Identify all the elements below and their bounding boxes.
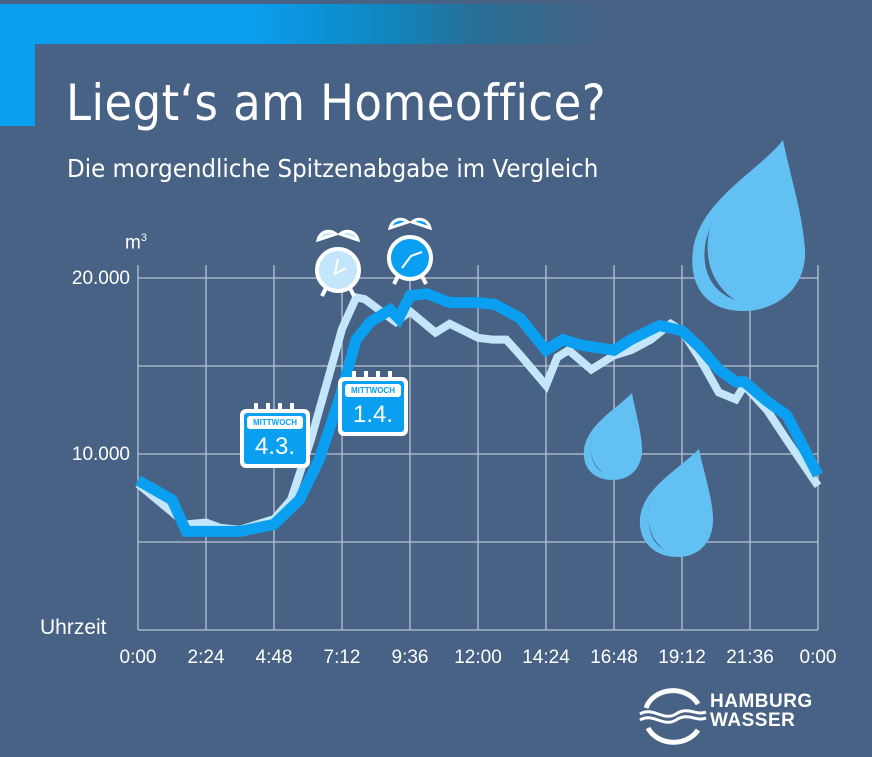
page-subtitle: Die morgendliche Spitzenabgabe im Vergle… — [67, 154, 599, 183]
y-axis-unit: m3 — [125, 232, 147, 254]
hamburg-wasser-logo: HAMBURG WASSER — [638, 686, 838, 746]
water-drop-icon-small — [583, 393, 643, 480]
y-tick-20000: 20.000 — [71, 268, 130, 289]
series-line-april — [135, 288, 823, 537]
logo-line-1: HAMBURG — [710, 691, 813, 712]
header-accent-mask — [35, 44, 872, 134]
x-tick-label: 21:36 — [726, 647, 774, 668]
x-tick-label: 12:00 — [454, 647, 502, 668]
calendar-badge-april: MITTWOCH 1.4. — [338, 371, 408, 436]
alarm-clock-icon-dark — [387, 217, 433, 285]
x-tick-label: 0:00 — [799, 647, 837, 668]
y-tick-10000: 10.000 — [71, 444, 130, 465]
x-tick-label: 4:48 — [255, 647, 293, 668]
logo-line-2: WASSER — [710, 710, 796, 731]
alarm-clock-icon-light — [315, 229, 361, 297]
unit-exponent: 3 — [140, 232, 147, 244]
x-tick-label: 9:36 — [391, 647, 429, 668]
calendar-badge-march: MITTWOCH 4.3. — [240, 403, 310, 468]
water-drop-icon-large — [692, 140, 806, 312]
calendar-weekday: MITTWOCH — [345, 384, 401, 397]
header-accent-corner — [0, 4, 35, 126]
page-title: Liegt‘s am Homeoffice? — [66, 74, 607, 132]
calendar-date: 4.3. — [254, 433, 296, 460]
water-drop-icon-medium — [639, 449, 714, 557]
header-accent-bar — [0, 4, 872, 44]
x-tick-label: 7:12 — [323, 647, 361, 668]
calendar-weekday: MITTWOCH — [247, 416, 303, 429]
top-strip — [0, 0, 872, 4]
wave-circle-icon — [639, 688, 707, 745]
calendar-date: 1.4. — [352, 401, 394, 428]
x-tick-label: 0:00 — [119, 647, 157, 668]
unit-base: m — [125, 232, 141, 254]
x-tick-label: 19:12 — [658, 647, 706, 668]
x-tick-label: 2:24 — [187, 647, 225, 668]
x-tick-label: 14:24 — [522, 647, 570, 668]
logo-text: HAMBURG WASSER — [710, 692, 813, 730]
x-axis-label: Uhrzeit — [40, 616, 107, 639]
x-tick-label: 16:48 — [590, 647, 638, 668]
